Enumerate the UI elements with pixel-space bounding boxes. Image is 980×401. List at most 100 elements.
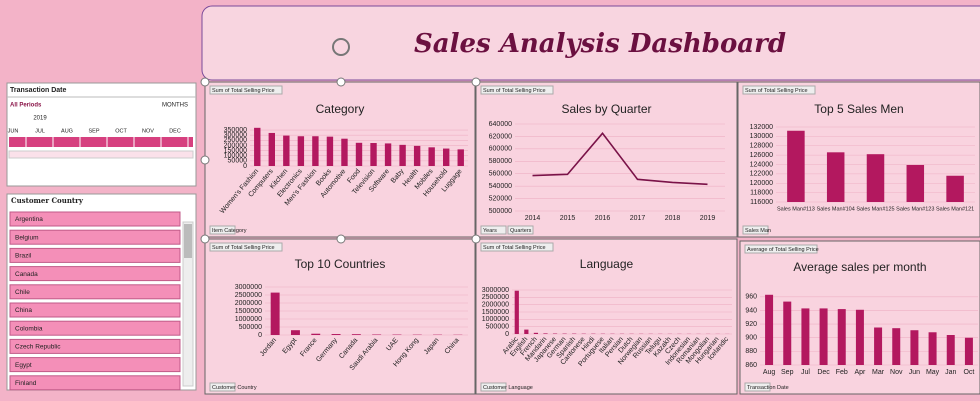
slicer-item[interactable] bbox=[9, 266, 181, 282]
x-tick-label: Sales Man#125 bbox=[856, 206, 894, 212]
bar bbox=[326, 136, 334, 166]
month-label: NOV bbox=[142, 128, 154, 134]
slicer-item[interactable] bbox=[9, 247, 181, 263]
y-tick-label: 200000 bbox=[224, 142, 247, 149]
slicer-item[interactable] bbox=[9, 338, 181, 354]
slicer-title: Transaction Date bbox=[10, 87, 67, 94]
resize-handle[interactable] bbox=[200, 77, 210, 87]
y-tick-label: 128000 bbox=[750, 143, 773, 150]
field-button[interactable] bbox=[209, 242, 283, 252]
date-slicer[interactable] bbox=[6, 82, 197, 187]
field-button[interactable] bbox=[209, 382, 236, 392]
y-tick-label: 860 bbox=[745, 362, 757, 369]
rotate-handle bbox=[332, 38, 350, 56]
x-tick-label: Jan bbox=[945, 369, 956, 376]
bar bbox=[819, 308, 828, 365]
slicer-item[interactable] bbox=[9, 229, 181, 245]
title-box bbox=[201, 5, 980, 81]
field-button-label: Sum of Total Selling Price bbox=[745, 88, 808, 94]
x-tick-label: Sales Man#123 bbox=[896, 206, 934, 212]
slicer-item[interactable] bbox=[9, 320, 181, 336]
field-button[interactable] bbox=[744, 244, 818, 254]
resize-handle[interactable] bbox=[471, 234, 481, 244]
timeline-bar[interactable] bbox=[9, 137, 193, 147]
resize-handle[interactable] bbox=[336, 77, 346, 87]
resize-handle[interactable] bbox=[471, 77, 481, 87]
bar bbox=[283, 135, 290, 166]
field-button[interactable] bbox=[480, 85, 554, 95]
y-tick-label: 500000 bbox=[486, 324, 509, 331]
x-tick-label: Nov bbox=[890, 369, 903, 376]
bar bbox=[312, 136, 319, 166]
timeline-scroll[interactable] bbox=[8, 150, 194, 159]
y-tick-label: 3000000 bbox=[235, 284, 262, 291]
slicer-item-label: Belgium bbox=[15, 234, 38, 241]
bar bbox=[384, 143, 392, 166]
x-tick-label: Oct bbox=[963, 369, 974, 376]
bar bbox=[331, 334, 341, 335]
chart-title: Language bbox=[580, 257, 634, 271]
y-tick-label: 2000000 bbox=[482, 302, 509, 309]
bar bbox=[826, 152, 845, 202]
year-label: 2019 bbox=[33, 116, 47, 122]
all-periods[interactable]: All Periods bbox=[10, 103, 42, 109]
month-label: AUG bbox=[61, 128, 73, 134]
field-button[interactable] bbox=[507, 225, 534, 235]
slicer-item[interactable] bbox=[9, 375, 181, 391]
bar bbox=[543, 333, 548, 334]
bar bbox=[297, 136, 305, 166]
x-tick-label: 2019 bbox=[700, 215, 716, 222]
x-tick-label: Mar bbox=[872, 369, 885, 376]
y-tick-label: 150000 bbox=[224, 147, 247, 154]
slicer-item[interactable] bbox=[9, 284, 181, 300]
y-tick-label: 118000 bbox=[750, 189, 773, 196]
chart-title: Top 5 Sales Men bbox=[814, 102, 903, 116]
bar bbox=[399, 144, 406, 166]
scrollbar[interactable] bbox=[182, 221, 194, 387]
bar bbox=[855, 309, 864, 365]
y-tick-label: 124000 bbox=[750, 161, 773, 168]
y-tick-label: 1500000 bbox=[482, 309, 509, 316]
line bbox=[532, 132, 708, 186]
field-button[interactable] bbox=[742, 225, 769, 235]
bar bbox=[837, 309, 846, 365]
slicer-item[interactable] bbox=[9, 211, 181, 227]
y-tick-label: 920 bbox=[745, 321, 757, 328]
resize-handle[interactable] bbox=[336, 234, 346, 244]
bar bbox=[355, 142, 363, 166]
bar bbox=[428, 147, 435, 166]
field-button[interactable] bbox=[209, 225, 236, 235]
x-tick-label: May bbox=[926, 369, 940, 376]
bar bbox=[443, 148, 450, 166]
field-button-label: Transaction Date bbox=[747, 385, 789, 391]
field-button[interactable] bbox=[480, 242, 554, 252]
field-button[interactable] bbox=[744, 382, 771, 392]
y-tick-label: 250000 bbox=[224, 137, 247, 144]
field-button[interactable] bbox=[209, 85, 283, 95]
scroll-thumb[interactable] bbox=[184, 224, 192, 258]
field-button-label: Years bbox=[483, 228, 497, 234]
bar bbox=[946, 175, 964, 202]
bar bbox=[892, 328, 901, 365]
field-button[interactable] bbox=[480, 382, 507, 392]
y-tick-label: 126000 bbox=[750, 152, 773, 159]
field-button[interactable] bbox=[742, 85, 816, 95]
x-tick-label: Jul bbox=[801, 369, 810, 376]
field-button-label: Sum of Total Selling Price bbox=[212, 88, 275, 94]
slicer-item-label: Brazil bbox=[15, 253, 32, 260]
y-tick-label: 0 bbox=[243, 163, 247, 170]
resize-handle[interactable] bbox=[200, 155, 210, 165]
field-button[interactable] bbox=[480, 225, 507, 235]
y-tick-label: 50000 bbox=[228, 158, 248, 165]
slicer-item[interactable] bbox=[9, 357, 181, 373]
chart-title: Sales by Quarter bbox=[561, 102, 651, 116]
y-tick-label: 1500000 bbox=[235, 308, 262, 315]
period-level[interactable]: MONTHS bbox=[162, 103, 188, 109]
y-tick-label: 130000 bbox=[750, 133, 773, 140]
y-tick-label: 1000000 bbox=[235, 316, 262, 323]
slicer-item-label: Argentina bbox=[15, 216, 43, 223]
y-tick-label: 500000 bbox=[489, 208, 512, 215]
resize-handle[interactable] bbox=[200, 234, 210, 244]
slicer-item[interactable] bbox=[9, 302, 181, 318]
